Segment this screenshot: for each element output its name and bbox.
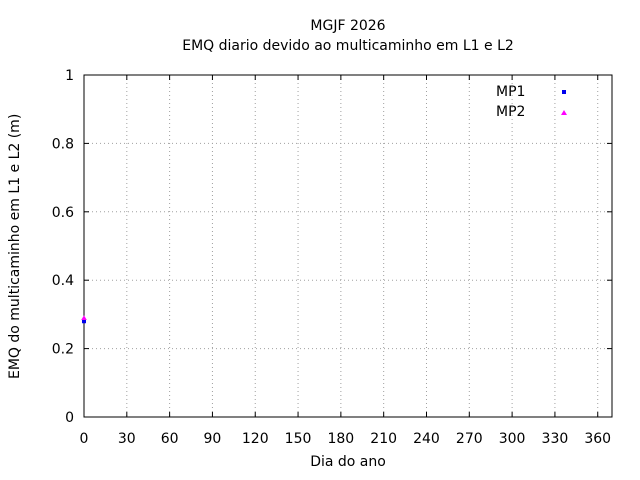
svg-text:180: 180 bbox=[327, 431, 354, 447]
svg-text:0: 0 bbox=[80, 431, 89, 447]
svg-text:0.2: 0.2 bbox=[52, 342, 74, 358]
legend-row-mp2: MP2 bbox=[496, 102, 596, 122]
svg-text:0.8: 0.8 bbox=[52, 136, 74, 152]
svg-text:0: 0 bbox=[65, 410, 74, 426]
svg-text:120: 120 bbox=[242, 431, 269, 447]
svg-text:0.6: 0.6 bbox=[52, 205, 74, 221]
square-marker-icon bbox=[562, 90, 566, 94]
chart-title: MGJF 2026 bbox=[310, 18, 386, 34]
svg-text:150: 150 bbox=[285, 431, 312, 447]
svg-text:360: 360 bbox=[584, 431, 611, 447]
svg-text:330: 330 bbox=[542, 431, 569, 447]
chart-subtitle: EMQ diario devido ao multicaminho em L1 … bbox=[182, 38, 514, 54]
legend-label-mp1: MP1 bbox=[496, 84, 526, 100]
legend-row-mp1: MP1 bbox=[496, 82, 596, 102]
legend: MP1 MP2 bbox=[496, 82, 596, 122]
svg-text:300: 300 bbox=[499, 431, 526, 447]
triangle-marker-icon bbox=[561, 109, 567, 115]
svg-text:0.4: 0.4 bbox=[52, 273, 74, 289]
svg-text:270: 270 bbox=[456, 431, 483, 447]
svg-text:210: 210 bbox=[370, 431, 397, 447]
svg-text:30: 30 bbox=[118, 431, 136, 447]
svg-text:90: 90 bbox=[204, 431, 222, 447]
svg-text:60: 60 bbox=[161, 431, 179, 447]
svg-text:240: 240 bbox=[413, 431, 440, 447]
legend-label-mp2: MP2 bbox=[496, 104, 526, 120]
x-axis-label: Dia do ano bbox=[310, 454, 386, 470]
svg-text:1: 1 bbox=[65, 68, 74, 84]
